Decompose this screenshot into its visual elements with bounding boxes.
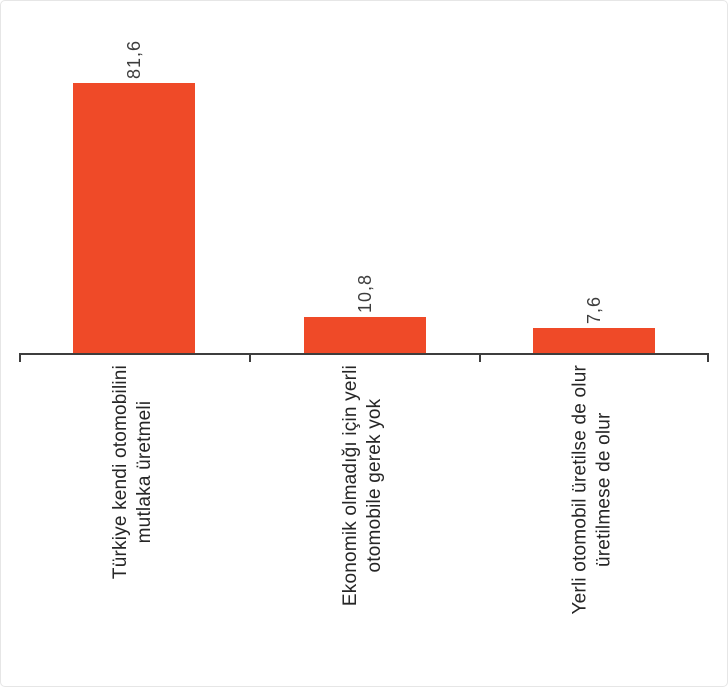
category-label-line: üretilmese de olur <box>593 412 614 568</box>
axis-tick-1 <box>19 353 21 362</box>
category-label-line: Türkiye kendi otomobilini <box>110 365 131 580</box>
category-label-line: mutlaka üretmeli <box>134 400 155 544</box>
axis-tick-3 <box>479 353 481 362</box>
bar-turkiye-kendi-otomobilini <box>73 83 195 353</box>
bar-yerli-otomobil-uretilse <box>533 328 655 353</box>
category-label-line: Ekonomik olmadığı için yerli <box>340 365 361 607</box>
category-label-yerli-otomobil-uretilse: Yerli otomobil üretilse de olur üretilme… <box>568 365 616 614</box>
value-label-3: 7,6 <box>584 295 604 324</box>
category-label-line: Yerli otomobil üretilse de olur <box>569 365 590 615</box>
axis-tick-4 <box>707 353 709 362</box>
axis-tick-2 <box>249 353 251 362</box>
category-label-ekonomik-olmadigi-icin: Ekonomik olmadığı için yerli otomobile g… <box>339 365 387 606</box>
x-axis-line <box>19 353 709 355</box>
value-label-1: 81,6 <box>124 39 144 79</box>
bar-ekonomik-olmadigi-icin <box>304 317 426 353</box>
value-label-2: 10,8 <box>355 273 375 313</box>
category-label-turkiye-kendi-otomobilini: Türkiye kendi otomobilini mutlaka üretme… <box>109 365 157 579</box>
category-label-line: otomobile gerek yok <box>364 398 385 573</box>
